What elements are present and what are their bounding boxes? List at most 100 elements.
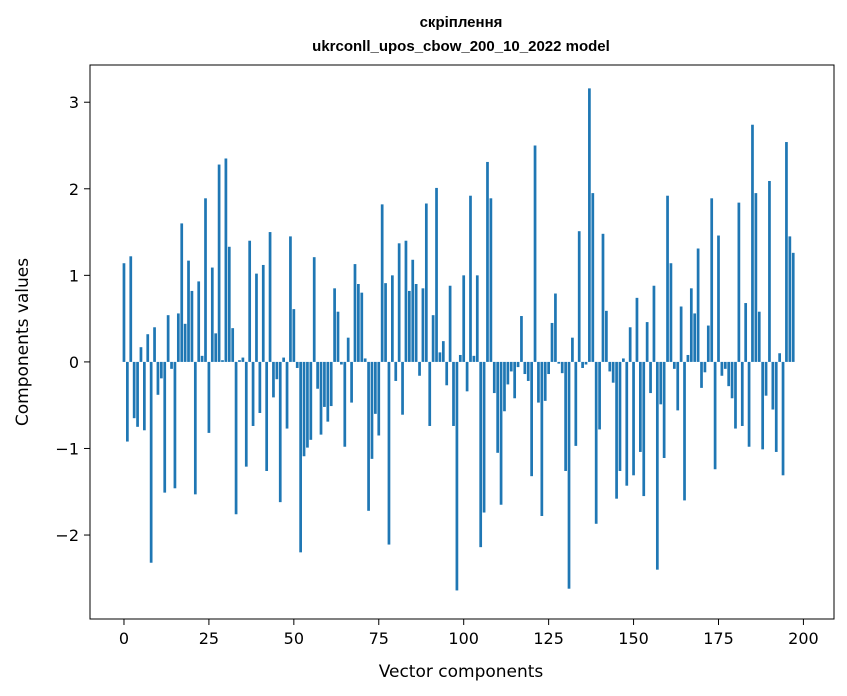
x-tick-label: 200 (788, 629, 819, 648)
bar-126 (550, 322, 554, 362)
bar-92 (435, 187, 438, 362)
bar-119 (526, 361, 530, 381)
bar-43 (268, 232, 272, 362)
bar-103 (472, 355, 476, 362)
bar-60 (326, 361, 330, 422)
bar-141 (601, 233, 605, 362)
x-tick-label: 25 (199, 629, 219, 648)
bar-149 (628, 327, 632, 362)
bar-172 (706, 325, 710, 362)
bar-34 (238, 360, 241, 362)
bar-132 (571, 337, 574, 362)
x-tick-label: 50 (284, 629, 304, 648)
bar-24 (204, 198, 207, 362)
bar-45 (275, 361, 279, 380)
bar-148 (625, 361, 629, 486)
bar-120 (530, 361, 533, 477)
bar-93 (438, 352, 442, 362)
bar-108 (489, 198, 493, 362)
bar-series (122, 88, 795, 591)
bar-178 (727, 361, 731, 387)
bar-157 (655, 361, 659, 570)
bar-181 (737, 202, 741, 362)
bar-102 (469, 195, 472, 362)
bar-16 (176, 313, 180, 362)
bar-177 (723, 361, 727, 369)
bar-76 (380, 204, 384, 362)
bar-151 (635, 297, 639, 362)
bar-38 (251, 361, 255, 426)
bar-51 (295, 361, 299, 368)
bar-100 (462, 275, 466, 362)
bar-182 (740, 361, 744, 426)
bar-173 (710, 198, 714, 362)
bar-37 (248, 240, 252, 362)
bar-129 (560, 361, 564, 374)
bar-164 (679, 306, 683, 362)
bar-89 (424, 203, 428, 362)
bar-97 (452, 361, 455, 426)
bar-29 (221, 360, 224, 362)
bar-112 (503, 361, 506, 412)
bar-11 (159, 361, 163, 379)
bar-192 (774, 361, 778, 452)
bar-111 (499, 361, 503, 505)
bar-3 (132, 361, 136, 419)
bar-77 (384, 283, 387, 362)
y-tick-label: 2 (69, 180, 79, 199)
bar-73 (370, 361, 374, 459)
bar-185 (751, 124, 754, 362)
bar-10 (156, 361, 160, 395)
bar-53 (302, 361, 306, 457)
bar-39 (255, 273, 258, 362)
bar-167 (689, 288, 693, 362)
bar-124 (543, 361, 547, 401)
bar-41 (261, 264, 265, 362)
bar-104 (475, 275, 479, 362)
bar-170 (700, 361, 703, 388)
bar-188 (761, 361, 765, 450)
bar-33 (234, 361, 238, 515)
y-axis-ticks: −2 −1 0 1 2 3 (55, 93, 90, 545)
bar-98 (455, 361, 459, 591)
bar-143 (608, 361, 612, 372)
bar-15 (173, 361, 177, 489)
bar-67 (350, 361, 353, 403)
bar-150 (632, 361, 635, 476)
bar-189 (764, 361, 768, 396)
bar-23 (200, 355, 204, 362)
bar-95 (445, 361, 449, 386)
bar-31 (227, 246, 231, 362)
bar-17 (180, 223, 184, 362)
bar-83 (404, 240, 408, 362)
bar-193 (778, 353, 781, 362)
bar-57 (316, 361, 319, 389)
bar-4 (136, 361, 139, 427)
bar-196 (788, 236, 792, 362)
bar-54 (306, 361, 309, 448)
bar-40 (258, 361, 262, 413)
bar-146 (618, 361, 622, 471)
bar-48 (285, 361, 289, 429)
bar-101 (465, 361, 469, 392)
bar-75 (377, 361, 381, 436)
bar-145 (615, 361, 618, 499)
bar-137 (588, 88, 591, 362)
bar-105 (479, 361, 483, 548)
bar-158 (659, 361, 663, 405)
bar-42 (265, 361, 269, 471)
bar-161 (669, 263, 673, 362)
bar-90 (428, 361, 432, 426)
bar-142 (605, 310, 608, 362)
bar-70 (360, 292, 364, 362)
bar-153 (642, 361, 646, 497)
bar-166 (686, 354, 690, 362)
bar-78 (387, 361, 391, 545)
plot-frame (89, 64, 835, 620)
bar-91 (431, 315, 435, 362)
bar-36 (244, 361, 248, 467)
bar-113 (506, 361, 510, 385)
bar-35 (241, 357, 245, 362)
y-tick-label: 0 (69, 353, 79, 372)
